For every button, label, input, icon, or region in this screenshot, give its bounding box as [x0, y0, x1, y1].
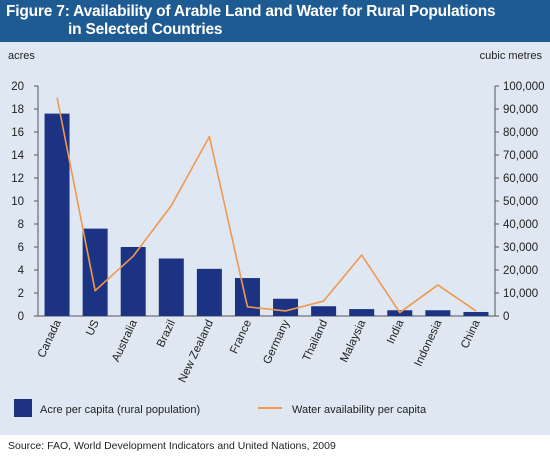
y-axis-label-left: acres — [8, 50, 35, 62]
y-tick-label-right: 90,000 — [503, 104, 538, 116]
title-band: Figure 7: Availability of Arable Land an… — [0, 0, 550, 42]
y-tick-label-right: 20,000 — [503, 265, 538, 277]
x-tick-label: Germany — [261, 318, 292, 366]
x-tick-label: India — [385, 318, 407, 346]
x-tick-label: Australia — [110, 318, 140, 364]
y-tick-label-left: 16 — [11, 127, 24, 139]
x-tick-label: France — [228, 318, 254, 356]
bar — [463, 311, 489, 316]
x-tick-label: New Zealand — [177, 318, 217, 384]
y-tick-label-right: 70,000 — [503, 150, 538, 162]
bar — [311, 306, 337, 316]
y-tick-label-left: 6 — [18, 242, 24, 254]
y-axis-label-right: cubic metres — [479, 50, 542, 62]
bar — [158, 258, 184, 316]
y-tick-label-left: 14 — [11, 150, 24, 162]
chart-area: acres cubic metres 0 2 4 6 8 10 12 14 16 18 20 0 10,… — [0, 42, 550, 435]
y-tick-label-left: 10 — [11, 196, 24, 208]
water-line — [56, 97, 477, 314]
bar — [44, 113, 70, 316]
chart-svg: 0 2 4 6 8 10 12 14 16 18 20 0 10,000 20,000 30,000 40,0… — [11, 81, 545, 417]
bar — [196, 268, 222, 316]
y-tick-label-left: 8 — [18, 219, 24, 231]
x-tick-label: Thailand — [301, 318, 331, 363]
x-tick-label: China — [459, 318, 483, 351]
legend-bar-label: Acre per capita (rural population) — [40, 404, 200, 416]
chart-title-line-2: in Selected Countries — [68, 21, 223, 38]
source-note: Source: FAO, World Development Indicator… — [8, 440, 336, 452]
bar — [349, 309, 375, 316]
y-tick-label-right: 10,000 — [503, 288, 538, 300]
y-tick-label-right: 40,000 — [503, 219, 538, 231]
y-tick-label-right: 80,000 — [503, 127, 538, 139]
y-tick-label-right: 0 — [503, 311, 509, 323]
x-tick-label: Canada — [36, 318, 64, 360]
y-tick-label-right: 50,000 — [503, 196, 538, 208]
bar — [234, 278, 260, 316]
y-tick-label-left: 20 — [11, 81, 24, 93]
y-tick-label-right: 60,000 — [503, 173, 538, 185]
legend-bar-swatch — [14, 399, 32, 417]
x-tick-label: Malaysia — [338, 318, 368, 365]
y-tick-label-left: 2 — [18, 288, 24, 300]
bar — [273, 298, 299, 316]
x-tick-label: Indonesia — [413, 318, 445, 369]
x-tick-label: Brazil — [155, 318, 178, 349]
y-tick-label-left: 12 — [11, 173, 24, 185]
y-tick-label-left: 18 — [11, 104, 24, 116]
legend-line-label: Water availability per capita — [292, 404, 427, 416]
y-tick-label-left: 0 — [18, 311, 24, 323]
y-tick-label-right: 100,000 — [503, 81, 545, 93]
y-tick-label-right: 30,000 — [503, 242, 538, 254]
chart-title-line-1: Figure 7: Availability of Arable Land an… — [6, 3, 496, 20]
bar — [425, 310, 451, 316]
bar — [82, 228, 108, 316]
x-tick-label: US — [84, 318, 102, 338]
y-tick-label-left: 4 — [18, 265, 25, 277]
bar — [120, 247, 146, 316]
